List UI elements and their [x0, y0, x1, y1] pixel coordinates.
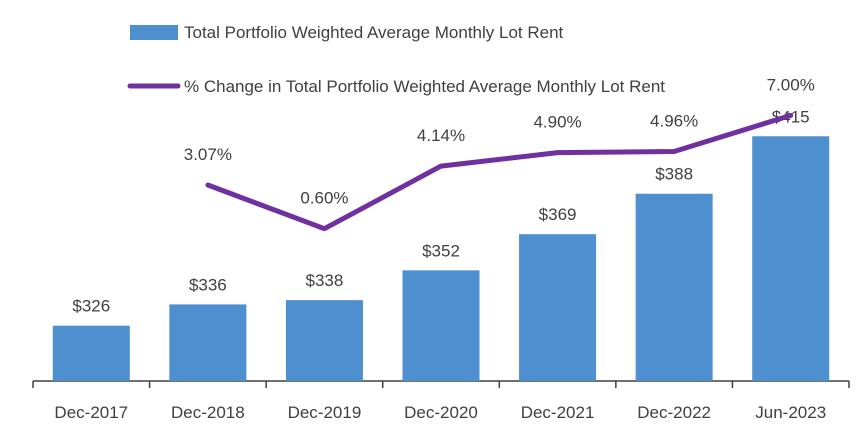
line-value-label: 4.90%: [533, 113, 581, 132]
legend-label-bar: Total Portfolio Weighted Average Monthly…: [184, 23, 564, 42]
line-value-label: 4.14%: [417, 126, 465, 145]
bar-value-label: $336: [189, 275, 227, 294]
bar-value-label: $352: [422, 241, 460, 260]
bar: [169, 304, 247, 381]
legend-label-line: % Change in Total Portfolio Weighted Ave…: [184, 77, 665, 96]
plot-area: $326 Dec-2017 $336 Dec-2018 $338 Dec-2019 $352…: [32, 75, 850, 422]
bar: [285, 300, 363, 381]
line-series: [205, 112, 794, 232]
x-tick-label: Dec-2017: [54, 403, 128, 422]
line-value-label: 0.60%: [300, 189, 348, 208]
line-value-label: 7.00%: [767, 75, 815, 94]
x-tick-label: Jun-2023: [755, 403, 826, 422]
bar: [519, 234, 597, 381]
x-tick-label: Dec-2021: [521, 403, 595, 422]
x-tick-label: Dec-2022: [637, 403, 711, 422]
line-value-label: 3.07%: [184, 145, 232, 164]
bar-value-label: $369: [539, 205, 577, 224]
legend-swatch-bar: [130, 25, 178, 40]
legend: Total Portfolio Weighted Average Monthly…: [127, 23, 665, 96]
bar: [402, 270, 480, 381]
bar: [635, 193, 713, 381]
x-tick-label: Dec-2019: [288, 403, 362, 422]
bar: [52, 325, 130, 381]
bar-value-label: $326: [72, 297, 110, 316]
line-value-label: 4.96%: [650, 112, 698, 131]
bar-value-label: $338: [306, 271, 344, 290]
bar-value-label: $388: [655, 165, 693, 184]
x-tick-label: Dec-2020: [404, 403, 478, 422]
x-tick-label: Dec-2018: [171, 403, 245, 422]
bar: [752, 136, 830, 381]
